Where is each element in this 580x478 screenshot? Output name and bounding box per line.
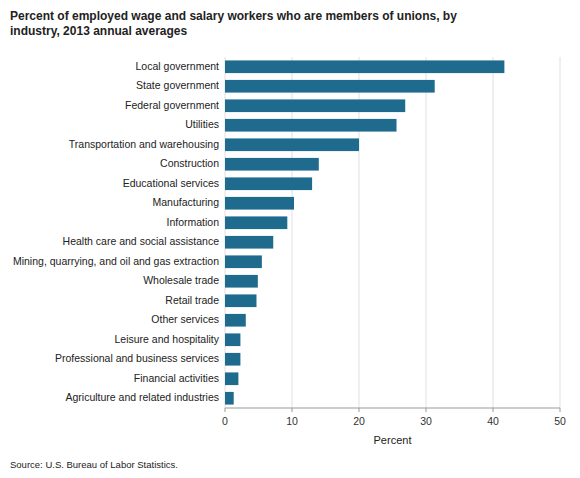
- x-tick-label: 30: [420, 415, 432, 427]
- category-label: Leisure and hospitality: [115, 333, 220, 345]
- category-label: Wholesale trade: [143, 274, 219, 286]
- x-tick: [426, 408, 427, 412]
- category-label: Educational services: [123, 177, 219, 189]
- x-axis-line: [225, 408, 560, 409]
- x-tick-label: 0: [222, 415, 228, 427]
- category-label: Other services: [151, 313, 219, 325]
- bar: [225, 138, 359, 151]
- grid-line: [493, 57, 494, 408]
- x-tick-label: 50: [554, 415, 566, 427]
- category-label: Federal government: [125, 99, 219, 111]
- bar: [225, 119, 397, 132]
- chart: Percent of employed wage and salary work…: [0, 0, 580, 478]
- x-tick-label: 20: [353, 415, 365, 427]
- bars: [225, 60, 504, 404]
- bar: [225, 60, 504, 73]
- grid-line: [426, 57, 427, 408]
- x-tick-label: 10: [286, 415, 298, 427]
- x-tick-label: 40: [487, 415, 499, 427]
- category-label: Mining, quarrying, and oil and gas extra…: [13, 255, 219, 267]
- bar: [225, 158, 319, 171]
- bar: [225, 353, 240, 366]
- bar: [225, 333, 240, 346]
- category-label: Professional and business services: [55, 352, 219, 364]
- category-label: Transportation and warehousing: [69, 138, 219, 150]
- y-tick-labels: Agriculture and related industries Financ…: [13, 60, 220, 404]
- bar: [225, 177, 312, 190]
- grid-line: [560, 57, 561, 408]
- bar: [225, 314, 246, 327]
- bar: [225, 99, 405, 112]
- category-label: Financial activities: [134, 372, 219, 384]
- x-ticks: 0 10 20 30 40 50: [222, 408, 566, 427]
- bar: [225, 255, 262, 268]
- category-label: State government: [136, 79, 219, 91]
- category-label: Manufacturing: [152, 196, 219, 208]
- category-label: Information: [166, 216, 219, 228]
- category-label: Local government: [136, 60, 220, 72]
- x-tick: [359, 408, 360, 412]
- grid: [225, 57, 560, 408]
- category-label: Retail trade: [165, 294, 219, 306]
- bar: [225, 236, 273, 249]
- bar: [225, 216, 287, 229]
- x-tick: [292, 408, 293, 412]
- bar: [225, 294, 256, 307]
- x-tick: [493, 408, 494, 412]
- x-tick: [225, 408, 226, 412]
- bar: [225, 80, 435, 93]
- background: [0, 0, 580, 478]
- source-note: Source: U.S. Bureau of Labor Statistics.: [10, 459, 178, 470]
- category-label: Construction: [160, 157, 219, 169]
- category-label: Agriculture and related industries: [65, 391, 219, 403]
- title: Percent of employed wage and salary work…: [10, 9, 457, 38]
- bar: [225, 275, 258, 288]
- x-axis-label: Percent: [374, 434, 412, 446]
- bar: [225, 372, 238, 385]
- bar: [225, 392, 234, 405]
- bar: [225, 197, 294, 210]
- x-tick: [560, 408, 561, 412]
- category-label: Utilities: [185, 118, 219, 130]
- category-label: Health care and social assistance: [63, 235, 220, 247]
